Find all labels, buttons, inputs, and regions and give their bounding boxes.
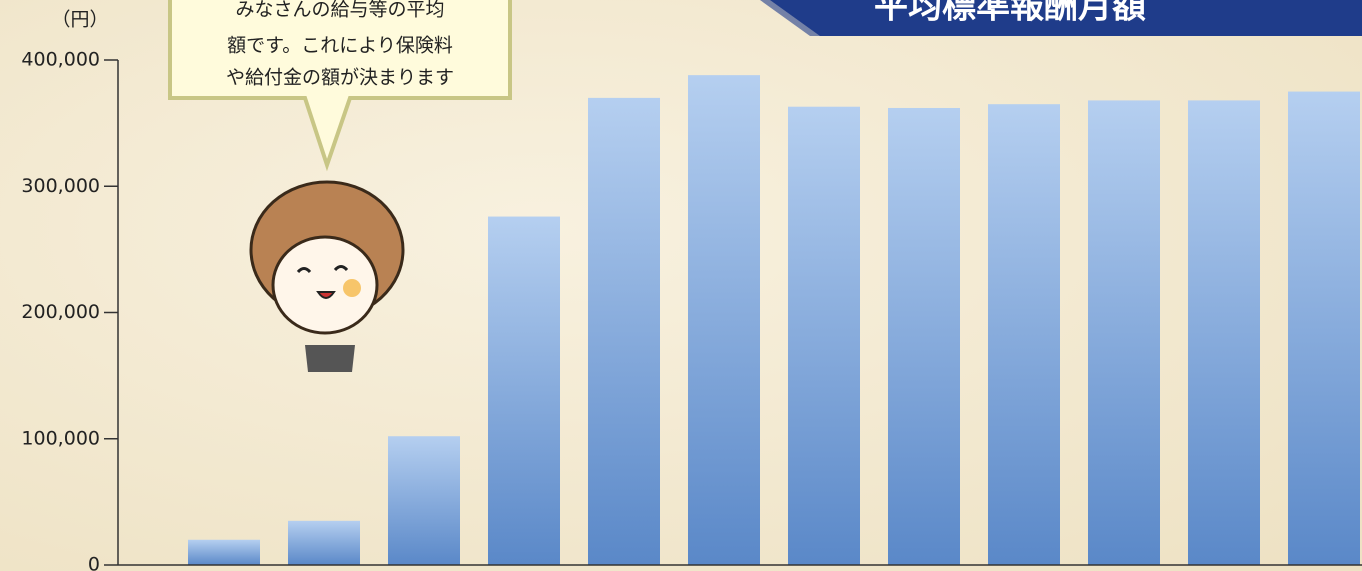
bar (588, 97, 660, 565)
bar (288, 520, 360, 565)
y-tick-label: 400,000 (21, 49, 100, 71)
bubble-shape (168, 0, 512, 172)
plot: 0 100,000 200,000 300,000 400,000 (21, 49, 1362, 571)
character-mouth (316, 291, 336, 299)
bubble-text: や給付金の額が決まります (226, 67, 454, 89)
bar (988, 104, 1060, 565)
bubble-text: みなさんの給与等の平均 (235, 0, 444, 21)
title-banner (770, 0, 1362, 36)
character-eyes (296, 265, 349, 274)
bar (788, 106, 860, 566)
y-tick-label: 0 (88, 554, 100, 571)
chart-title: 平均標準報酬月額 (874, 0, 1146, 27)
bar (1088, 100, 1160, 566)
bar (488, 216, 560, 566)
bar (888, 107, 960, 565)
speech-bubble: みなさんの給与等の平均 額です。これにより保険料 や給付金の額が決まります (168, 0, 512, 172)
y-tick-label: 200,000 (21, 301, 100, 323)
character-cheek (343, 279, 361, 297)
character (249, 180, 405, 372)
bar (1288, 91, 1360, 565)
y-axis-unit: （円） (51, 9, 108, 31)
title-banner-accent (760, 0, 822, 36)
bar (188, 539, 260, 565)
character-face (271, 235, 379, 335)
character-body (305, 345, 355, 372)
bubble-text: 額です。これにより保険料 (227, 35, 453, 57)
y-tick-label: 300,000 (21, 175, 100, 197)
bar (688, 75, 760, 566)
bar (388, 436, 460, 565)
bar (1188, 100, 1260, 566)
y-tick-label: 100,000 (21, 427, 100, 449)
